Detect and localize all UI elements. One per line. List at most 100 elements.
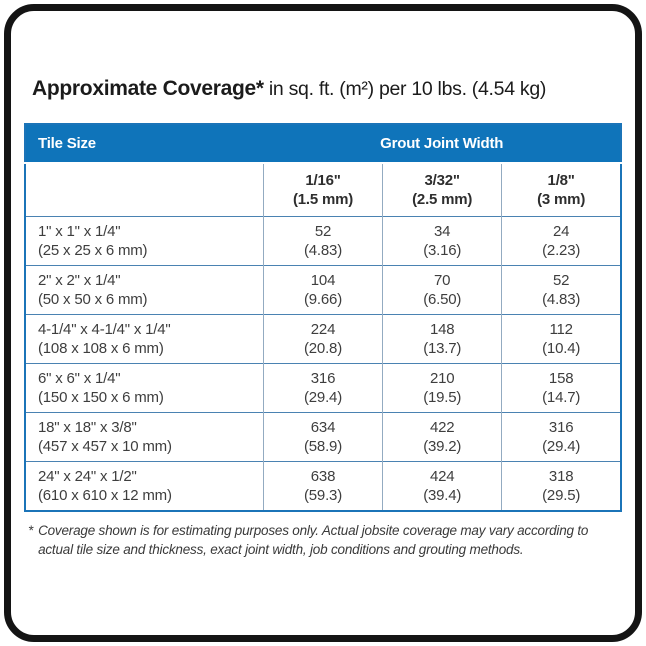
coverage-table: Tile Size Grout Joint Width 1/16" (1.5 m… [24, 123, 622, 512]
coverage-sqft: 24 [552, 223, 570, 240]
coverage-card: Approximate Coverage* in sq. ft. (m²) pe… [4, 4, 642, 642]
title-units-text: in sq. ft. (m²) per 10 lbs. (4.54 kg) [263, 78, 547, 100]
tile-size-inches: 18" x 18" x 3/8" [38, 419, 137, 436]
coverage-cell: 70 (6.50) [382, 265, 502, 315]
tile-size-cell: 4-1/4" x 4-1/4" x 1/4" (108 x 108 x 6 mm… [25, 314, 264, 364]
coverage-m2: (9.66) [304, 291, 342, 308]
tile-size-mm: (25 x 25 x 6 mm) [38, 242, 148, 259]
table-row: 6" x 6" x 1/4" (150 x 150 x 6 mm) 316 (2… [25, 363, 621, 413]
joint-width-inches: 3/32" [424, 172, 461, 189]
tile-size-mm: (457 x 457 x 10 mm) [38, 438, 172, 455]
coverage-sqft: 104 [310, 272, 336, 289]
coverage-m2: (10.4) [542, 340, 581, 357]
coverage-m2: (39.2) [423, 438, 462, 455]
tile-size-inches: 24" x 24" x 1/2" [38, 468, 137, 485]
column-header-1-8: 1/8" (3 mm) [501, 162, 621, 217]
coverage-m2: (13.7) [423, 340, 462, 357]
coverage-cell: 24 (2.23) [501, 216, 621, 266]
coverage-sqft: 318 [548, 468, 574, 485]
tile-size-cell: 24" x 24" x 1/2" (610 x 610 x 12 mm) [25, 461, 264, 511]
coverage-cell: 318 (29.5) [501, 461, 621, 511]
coverage-sqft: 316 [310, 370, 336, 387]
tile-size-inches: 1" x 1" x 1/4" [38, 223, 121, 240]
coverage-m2: (59.3) [304, 487, 342, 504]
coverage-sqft: 224 [310, 321, 336, 338]
table-row: 18" x 18" x 3/8" (457 x 457 x 10 mm) 634… [25, 412, 621, 462]
tile-size-cell: 1" x 1" x 1/4" (25 x 25 x 6 mm) [25, 216, 264, 266]
tile-size-mm: (108 x 108 x 6 mm) [38, 340, 164, 357]
coverage-m2: (29.5) [542, 487, 581, 504]
title-bold-text: Approximate Coverage* [32, 77, 264, 100]
coverage-m2: (4.83) [542, 291, 581, 308]
coverage-m2: (6.50) [423, 291, 462, 308]
column-header-3-32: 3/32" (2.5 mm) [382, 162, 502, 217]
coverage-m2: (29.4) [542, 438, 581, 455]
tile-size-mm: (150 x 150 x 6 mm) [38, 389, 164, 406]
coverage-m2: (4.83) [304, 242, 342, 259]
coverage-sqft: 424 [429, 468, 455, 485]
tile-size-inches: 6" x 6" x 1/4" [38, 370, 121, 387]
coverage-cell: 34 (3.16) [382, 216, 502, 266]
coverage-sqft: 112 [549, 321, 573, 338]
table-row: 2" x 2" x 1/4" (50 x 50 x 6 mm) 104 (9.6… [25, 265, 621, 315]
coverage-cell: 634 (58.9) [262, 412, 383, 462]
coverage-sqft: 158 [548, 370, 574, 387]
coverage-cell: 52 (4.83) [501, 265, 621, 315]
tile-size-cell: 2" x 2" x 1/4" (50 x 50 x 6 mm) [25, 265, 264, 315]
coverage-cell: 638 (59.3) [262, 461, 383, 511]
tile-size-header: Tile Size [25, 124, 264, 164]
coverage-cell: 316 (29.4) [262, 363, 383, 413]
joint-width-mm: (1.5 mm) [292, 191, 354, 208]
joint-width-inches: 1/8" [547, 172, 575, 189]
joint-width-mm: (3 mm) [537, 191, 586, 208]
coverage-cell: 104 (9.66) [262, 265, 383, 315]
coverage-cell: 316 (29.4) [501, 412, 621, 462]
coverage-sqft: 634 [310, 419, 336, 436]
joint-width-mm: (2.5 mm) [412, 191, 473, 208]
page-title: Approximate Coverage* in sq. ft. (m²) pe… [32, 77, 622, 101]
grout-joint-width-header: Grout Joint Width [263, 124, 621, 164]
coverage-m2: (14.7) [542, 389, 581, 406]
tile-size-inches: 4-1/4" x 4-1/4" x 1/4" [38, 321, 171, 338]
coverage-m2: (29.4) [304, 389, 342, 406]
empty-subheader-cell [25, 162, 264, 217]
coverage-cell: 224 (20.8) [262, 314, 383, 364]
footnote-asterisk: * [28, 523, 34, 538]
coverage-cell: 158 (14.7) [501, 363, 621, 413]
coverage-sqft: 422 [429, 419, 455, 436]
table-subheader-row: 1/16" (1.5 mm) 3/32" (2.5 mm) 1/8" (3 mm… [25, 162, 621, 217]
coverage-sqft: 210 [429, 370, 455, 387]
table-row: 4-1/4" x 4-1/4" x 1/4" (108 x 108 x 6 mm… [25, 314, 621, 364]
footnote: * Coverage shown is for estimating purpo… [28, 521, 622, 559]
joint-width-inches: 1/16" [305, 172, 341, 189]
tile-size-cell: 6" x 6" x 1/4" (150 x 150 x 6 mm) [25, 363, 264, 413]
coverage-sqft: 316 [548, 419, 574, 436]
coverage-sqft: 34 [434, 223, 451, 240]
coverage-m2: (3.16) [423, 242, 462, 259]
coverage-m2: (2.23) [542, 242, 581, 259]
table-row: 24" x 24" x 1/2" (610 x 610 x 12 mm) 638… [25, 461, 621, 511]
column-header-1-16: 1/16" (1.5 mm) [262, 162, 383, 217]
coverage-m2: (20.8) [304, 340, 342, 357]
coverage-sqft: 52 [314, 223, 332, 240]
coverage-sqft: 52 [552, 272, 570, 289]
coverage-cell: 422 (39.2) [382, 412, 502, 462]
coverage-cell: 210 (19.5) [382, 363, 502, 413]
table-header-row: Tile Size Grout Joint Width [25, 124, 621, 164]
tile-size-mm: (610 x 610 x 12 mm) [38, 487, 172, 504]
coverage-sqft: 638 [310, 468, 336, 485]
coverage-cell: 52 (4.83) [262, 216, 383, 266]
tile-size-inches: 2" x 2" x 1/4" [38, 272, 121, 289]
coverage-cell: 148 (13.7) [382, 314, 502, 364]
table-row: 1" x 1" x 1/4" (25 x 25 x 6 mm) 52 (4.83… [25, 216, 621, 266]
footnote-text: Coverage shown is for estimating purpose… [38, 523, 589, 557]
tile-size-mm: (50 x 50 x 6 mm) [38, 291, 148, 308]
card-content: Approximate Coverage* in sq. ft. (m²) pe… [11, 11, 635, 559]
coverage-m2: (19.5) [423, 389, 462, 406]
coverage-cell: 424 (39.4) [382, 461, 502, 511]
coverage-cell: 112 (10.4) [501, 314, 621, 364]
coverage-m2: (39.4) [423, 487, 462, 504]
coverage-m2: (58.9) [304, 438, 342, 455]
tile-size-cell: 18" x 18" x 3/8" (457 x 457 x 10 mm) [25, 412, 264, 462]
coverage-sqft: 148 [429, 321, 455, 338]
